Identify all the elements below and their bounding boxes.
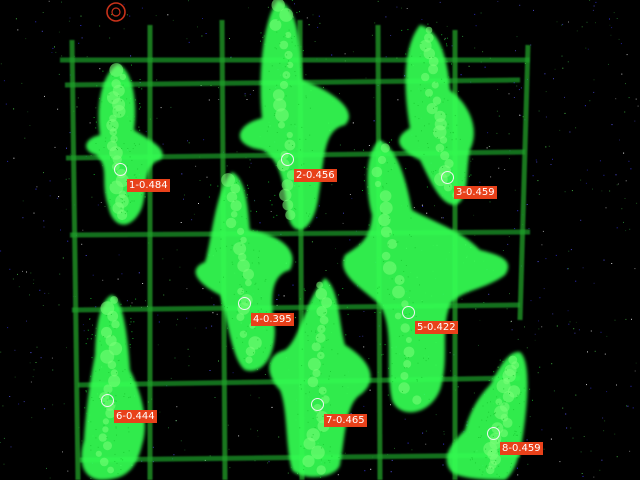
plant-2-canopy <box>240 0 349 230</box>
plant-4-label: 4-0.395 <box>251 313 294 326</box>
plant-2-marker <box>281 153 294 166</box>
plant-8-marker <box>487 427 500 440</box>
plant-6-marker <box>101 394 114 407</box>
plant-3-marker <box>441 171 454 184</box>
plant-5-label: 5-0.422 <box>415 321 458 334</box>
top-corner-marker <box>107 3 125 21</box>
plant-7-label: 7-0.465 <box>324 414 367 427</box>
plant-3-label: 3-0.459 <box>454 186 497 199</box>
plant-8-label: 8-0.459 <box>500 442 543 455</box>
plant-1-marker <box>114 163 127 176</box>
plant-4-marker <box>238 297 251 310</box>
plant-1-label: 1-0.484 <box>127 179 170 192</box>
plant-2-label: 2-0.456 <box>294 169 337 182</box>
top-corner-marker-inner <box>112 8 120 16</box>
plant-6-label: 6-0.444 <box>114 410 157 423</box>
plant-7-marker <box>311 398 324 411</box>
plant-5-marker <box>402 306 415 319</box>
